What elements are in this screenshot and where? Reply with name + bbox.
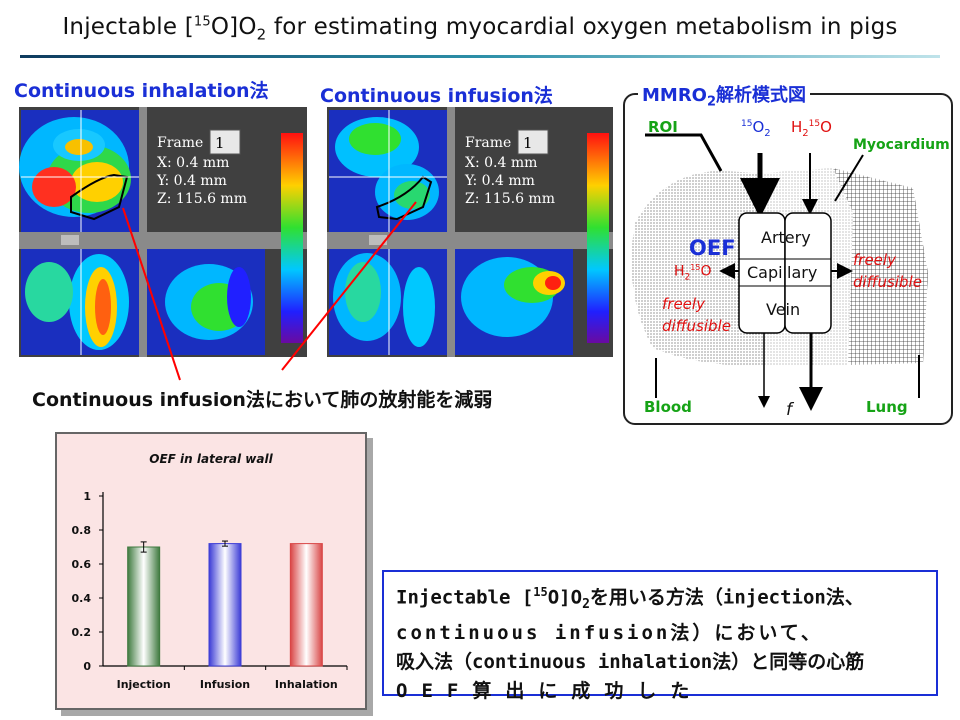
x-tick-label: Injection [117,678,171,691]
y-tick-label: 0.6 [72,558,92,571]
x-readout: X: 0.4 mm [465,155,538,171]
h2o15-out-label: H215O [674,263,712,283]
conclusion-line-1: Injectable [15O]O2を用いる方法（injection法、 [396,585,864,613]
frame-label: Frame [465,135,512,151]
frame-value[interactable]: 1 [215,134,225,152]
y-tick-label: 1 [83,490,91,503]
title-underline [20,55,940,58]
y-readout: Y: 0.4 mm [157,173,227,189]
mmro2-heading: MMRO2解析模式図 [638,81,811,110]
conclusion-line-3: 吸入法（continuous inhalation法）と同等の心筋 [396,651,865,674]
bar-inhalation [289,543,323,667]
lung-hatch [833,168,928,365]
z-readout: Z: 115.6 mm [157,191,247,207]
pointer-line-infusion [281,201,417,371]
lung-label: Lung [866,398,908,416]
y-tick-label: 0.4 [72,592,92,605]
z-readout: Z: 115.6 mm [465,191,555,207]
conclusion-line-4: OEF算出に成功した [396,680,704,703]
infusion-heading: Continuous infusion法 [320,85,553,107]
lung-attenuation-note: Continuous infusion法において肺の放射能を減弱 [32,389,493,411]
infusion-pet-panel: Frame 1 X: 0.4 mm Y: 0.4 mm Z: 115.6 mm [327,107,613,357]
y-readout: Y: 0.4 mm [465,173,535,189]
roi-label: ROI [648,118,678,136]
oef-chart-panel: OEF in lateral wall 0 0.2 0.4 0.6 0.8 1 Inject… [55,432,367,710]
y-tick-label: 0.2 [72,626,92,639]
conclusion-box: Injectable [15O]O2を用いる方法（injection法、 con… [382,570,938,702]
bar-infusion [208,543,242,667]
oef-chart: 0 0.2 0.4 0.6 0.8 1 Injection Infusion Inhalatio… [72,490,348,691]
inhalation-heading: Continuous inhalation法 [14,80,269,102]
flow-label: f [786,400,792,420]
artery-label: Artery [761,228,811,247]
x-tick-label: Infusion [200,678,250,691]
o15-oxygen-label: 15O2 [741,118,771,139]
bar-injection [127,546,161,667]
pointer-line-inhalation [122,207,181,381]
capillary-label: Capillary [747,263,818,282]
mmro2-model-diagram [631,133,928,411]
roi-dots [631,171,763,366]
y-tick-label: 0 [83,660,91,673]
x-tick-label: Inhalation [275,678,338,691]
blood-label: Blood [644,398,692,416]
oef-label: OEF [689,236,736,260]
y-tick-label: 0.8 [72,524,92,537]
chart-title: OEF in lateral wall [149,452,273,466]
freely-diffusible-left: freely diffusible [662,295,731,335]
frame-value[interactable]: 1 [523,134,533,152]
myocardium-label: Myocardium [853,137,950,153]
inhalation-pet-panel: Frame 1 X: 0.4 mm Y: 0.4 mm Z: 115.6 mm [19,107,307,357]
x-readout: X: 0.4 mm [157,155,230,171]
vein-label: Vein [766,300,801,319]
page-title: Injectable [15O]O2 for estimating myocar… [62,14,898,44]
conclusion-line-2: continuous infusion法）において、 [396,622,823,645]
freely-diffusible-right: freely diffusible [853,251,922,291]
frame-label: Frame [157,135,204,151]
h2o15-in-label: H215O [791,118,832,139]
